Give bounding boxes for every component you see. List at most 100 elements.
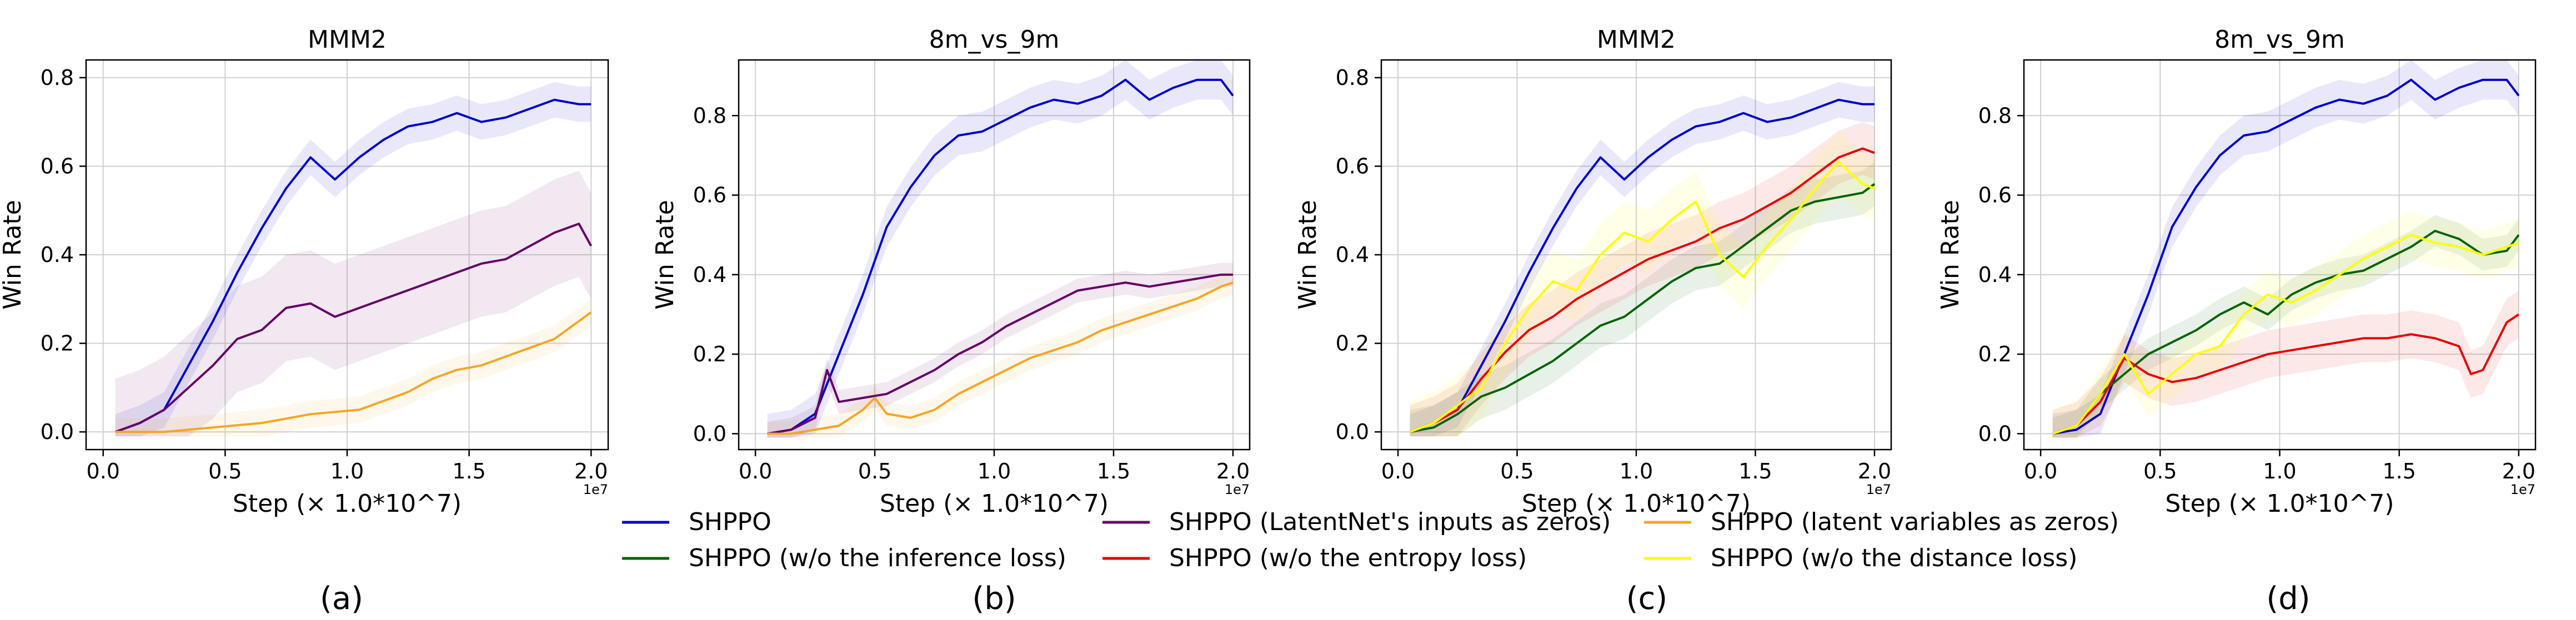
x-axis-label: Step (× 1.0*10^7) [233,490,462,518]
chart-title: 8m_vs_9m [2214,26,2345,54]
legend-label: SHPPO (LatentNet's inputs as zeros) [1169,508,1611,536]
x-tick-label: 1.0 [978,459,1011,483]
chart-title: 8m_vs_9m [929,26,1060,54]
x-tick-label: 2.0 [2502,459,2535,483]
y-tick-label: 0.6 [1336,154,1369,178]
series-band [767,60,1233,438]
chart-panel-1: 0.0 0.5 1.0 1.5 2.0 0.0 0.2 0.4 0.6 0.8 MMM2 Step (… [0,26,609,617]
chart-panel-2: 0.0 0.5 1.0 1.5 2.0 0.0 0.2 0.4 0.6 0.8 8m_vs_9m St… [651,26,1251,617]
legend-label: SHPPO (w/o the entropy loss) [1169,544,1527,572]
series-band [115,299,592,437]
x-exponent-label: 1e7 [1225,482,1250,497]
x-tick-label: 0.5 [208,459,242,483]
chart-panel-4: 0.0 0.5 1.0 1.5 2.0 0.0 0.2 0.4 0.6 0.8 8m_vs_9m St… [1936,26,2537,617]
chart-title: MMM2 [1597,26,1676,54]
plot-area [1409,82,1876,437]
legend-item: SHPPO (latent variables as zeros) [1644,508,2119,536]
series-band [1410,82,1875,437]
series-line [115,223,593,433]
panel-caption: (b) [972,581,1016,617]
y-tick-label: 0.8 [1336,65,1369,90]
x-tick-label: 1.5 [1738,459,1772,483]
series-band [2052,60,2519,438]
y-axis-label: Win Rate [0,200,27,310]
series-line [1409,98,1875,433]
series-line [767,273,1233,435]
plot-area [767,60,1234,438]
y-tick-label: 0.2 [1336,331,1369,356]
legend-label: SHPPO [689,508,771,536]
chart-title: MMM2 [308,26,387,54]
x-exponent-label: 1e7 [583,482,608,497]
x-tick-label: 2.0 [574,459,608,483]
y-tick-label: 0.8 [693,103,726,128]
x-exponent-label: 1e7 [2510,482,2535,497]
y-tick-label: 0.0 [693,421,726,446]
panel-caption: (c) [1626,581,1667,617]
y-tick-label: 0.8 [41,65,74,90]
y-tick-label: 0.4 [41,243,74,267]
series-band [115,170,592,437]
legend-label: SHPPO (latent variables as zeros) [1711,508,2119,536]
x-tick-label: 0.0 [1381,459,1415,483]
series-line [1410,183,1876,434]
x-tick-label: 0.0 [2024,459,2057,483]
x-tick-label: 1.5 [2382,459,2415,483]
x-tick-label: 1.0 [1620,459,1653,483]
x-axis-label: Step (× 1.0*10^7) [1522,490,1751,518]
legend: SHPPO SHPPO (w/o the inference loss) SHPPO… [622,508,2119,572]
y-tick-label: 0.6 [41,154,74,178]
x-tick-label: 1.5 [1097,459,1130,483]
chart-panel-3: 0.0 0.5 1.0 1.5 2.0 0.0 0.2 0.4 0.6 0.8 MMM2 Step (… [1294,26,1892,617]
plot-area [2052,60,2520,438]
legend-label: SHPPO (w/o the distance loss) [1711,544,2077,572]
series-band [1410,162,1875,437]
y-axis-label: Win Rate [1936,200,1964,310]
x-tick-label: 0.0 [87,459,120,483]
x-tick-label: 1.0 [2263,459,2296,483]
legend-item: SHPPO (w/o the distance loss) [1644,544,2077,572]
y-tick-label: 0.8 [1978,103,2012,128]
y-tick-label: 0.4 [1336,243,1369,267]
x-tick-label: 0.5 [858,459,891,483]
legend-item: SHPPO (w/o the inference loss) [622,544,1066,572]
series-line [2052,78,2520,435]
x-exponent-label: 1e7 [1866,482,1891,497]
series-line [767,281,1234,435]
plot-area [115,82,593,437]
y-tick-label: 0.4 [1978,263,2012,287]
legend-item: SHPPO [622,508,771,536]
x-tick-label: 1.5 [452,459,485,483]
series-band [1410,122,1875,437]
y-tick-label: 0.2 [41,331,74,356]
x-tick-label: 2.0 [1858,459,1891,483]
series-band [767,270,1233,438]
y-tick-label: 0.0 [41,420,74,444]
y-tick-label: 0.4 [693,263,726,287]
series-band [115,82,592,437]
series-line [767,78,1234,435]
series-line [1409,160,1875,433]
panel-caption: (d) [2266,581,2310,617]
y-tick-label: 0.0 [1336,420,1369,444]
x-tick-label: 0.0 [739,459,772,483]
x-axis-label: Step (× 1.0*10^7) [2165,490,2394,518]
series-line [115,98,592,433]
y-tick-label: 0.0 [1978,421,2012,446]
panel-caption: (a) [320,581,363,617]
series-band [2052,215,2519,438]
series-line [2052,313,2519,435]
x-axis-label: Step (× 1.0*10^7) [880,490,1109,518]
series-band [2052,290,2519,438]
y-tick-label: 0.2 [1978,342,2012,366]
x-tick-label: 0.5 [1500,459,1533,483]
legend-item: SHPPO (w/o the entropy loss) [1102,544,1527,572]
x-tick-label: 0.5 [2143,459,2177,483]
y-tick-label: 0.6 [1978,183,2012,208]
y-tick-label: 0.2 [693,342,726,366]
legend-label: SHPPO (w/o the inference loss) [689,544,1066,572]
y-axis-label: Win Rate [1294,200,1322,310]
x-tick-label: 1.0 [330,459,364,483]
y-tick-label: 0.6 [693,183,726,208]
